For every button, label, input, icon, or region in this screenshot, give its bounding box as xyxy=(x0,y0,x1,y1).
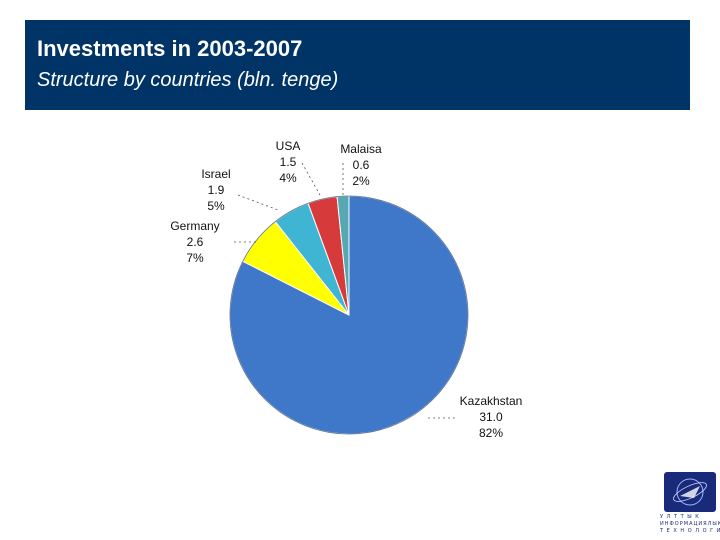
label-name-malaisa: Malaisa xyxy=(340,142,382,156)
page-subtitle: Structure by countries (bln. tenge) xyxy=(37,69,339,91)
leader-line-israel xyxy=(237,194,279,211)
logo-text: У Л Т Т Ы К ИНФОРМАЦИЯЛЫК Т Е Х Н О Л О … xyxy=(660,514,720,534)
label-value-germany: 2.6 xyxy=(187,235,204,249)
header-banner: Investments in 2003-2007 Structure by co… xyxy=(25,20,690,110)
label-value-usa: 1.5 xyxy=(280,155,297,169)
pie-outline xyxy=(229,195,469,435)
company-logo: У Л Т Т Ы К ИНФОРМАЦИЯЛЫК Т Е Х Н О Л О … xyxy=(660,470,720,540)
leader-line-usa xyxy=(301,162,321,196)
label-name-usa: USA xyxy=(276,139,301,153)
label-percent-germany: 7% xyxy=(186,251,204,265)
label-name-kazakhstan: Kazakhstan xyxy=(460,394,523,408)
label-percent-israel: 5% xyxy=(207,199,225,213)
label-name-germany: Germany xyxy=(170,219,219,233)
label-name-israel: Israel xyxy=(201,167,230,181)
label-value-malaisa: 0.6 xyxy=(353,158,370,172)
label-percent-usa: 4% xyxy=(279,171,297,185)
logo-emblem-icon xyxy=(664,472,716,512)
label-value-israel: 1.9 xyxy=(208,183,225,197)
page-title: Investments in 2003-2007 xyxy=(37,36,303,61)
label-percent-kazakhstan: 82% xyxy=(479,426,503,440)
label-value-kazakhstan: 31.0 xyxy=(479,410,503,424)
label-percent-malaisa: 2% xyxy=(352,174,370,188)
